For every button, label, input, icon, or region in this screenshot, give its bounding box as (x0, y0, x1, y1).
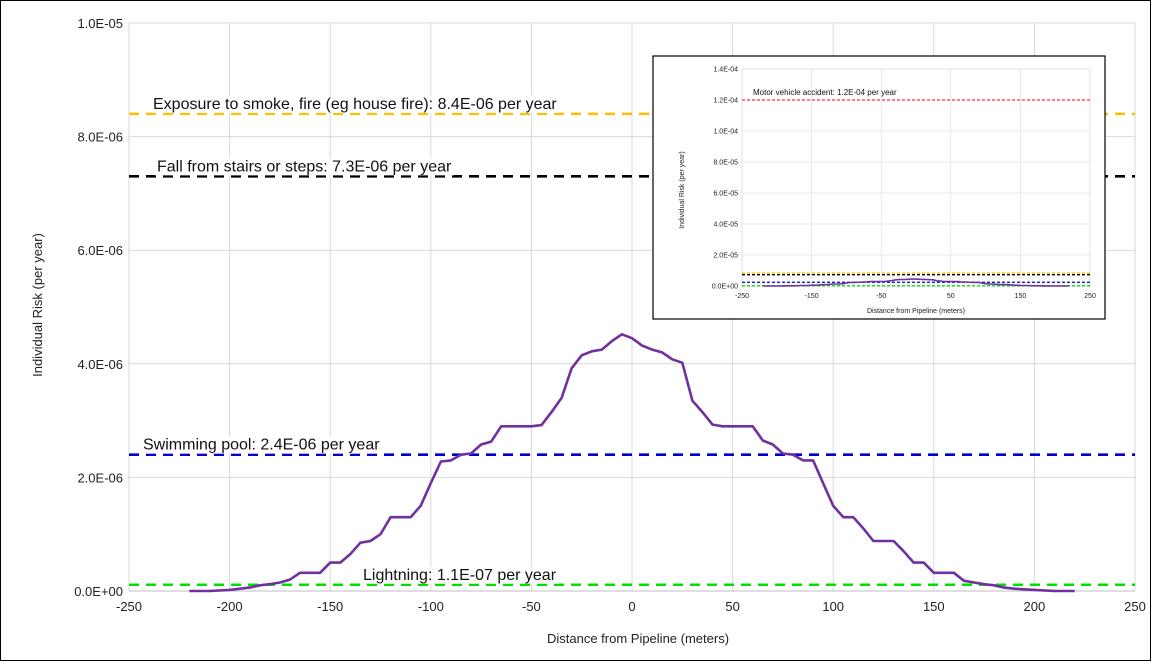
inset-y-tick-label: 1.4E-04 (713, 67, 738, 74)
x-axis-title: Distance from Pipeline (meters) (547, 631, 729, 646)
main-series (189, 332, 1075, 593)
reference-label-bg (361, 566, 559, 584)
x-tick-label: 50 (725, 599, 739, 614)
y-tick-label: 8.0E-06 (77, 130, 123, 145)
inset-x-tick-label: 150 (1015, 293, 1027, 300)
y-tick-label: 2.0E-06 (77, 470, 123, 485)
inset-series (762, 278, 1070, 287)
y-tick-label: 0.0E+00 (74, 584, 123, 599)
main-grid (128, 22, 1136, 592)
reference-line-label: Fall from stairs or steps: 7.3E-06 per y… (157, 158, 452, 175)
inset-x-tick-label: 50 (947, 293, 955, 300)
inset-y-tick-label: 1.0E-04 (713, 129, 738, 136)
reference-line-labels: Exposure to smoke, fire (eg house fire):… (141, 95, 560, 584)
y-axis-title: Individual Risk (per year) (30, 233, 45, 377)
inset-motor-vehicle-label: Motor vehicle accident: 1.2E-04 per year (753, 88, 897, 97)
inset-tick-labels: -250 -150 -50 50 150 250 0.0E+00 2.0E-05 4.0E-05… (712, 67, 1096, 301)
x-tick-label: 0 (628, 599, 635, 614)
inset-chart: -250 -150 -50 50 150 250 0.0E+00 2.0E-05 4.0E-05… (652, 55, 1106, 320)
inset-x-tick-label: -250 (735, 293, 749, 300)
inset-y-tick-label: 1.2E-04 (713, 98, 738, 105)
inset-y-tick-label: 8.0E-05 (713, 160, 738, 167)
inset-x-tick-label: 250 (1084, 293, 1096, 300)
reference-line-label: Lightning: 1.1E-07 per year (363, 567, 557, 584)
x-tick-label: 150 (923, 599, 945, 614)
y-tick-label: 4.0E-06 (77, 357, 123, 372)
inset-risk-series-line (762, 278, 1070, 287)
x-tick-label: -50 (522, 599, 541, 614)
inset-y-tick-label: 0.0E+00 (712, 284, 738, 291)
y-tick-label: 6.0E-06 (77, 243, 123, 258)
x-tick-label: -250 (116, 599, 142, 614)
inset-grid (741, 68, 1091, 287)
inset-y-tick-label: 4.0E-05 (713, 222, 738, 229)
risk-series-line (189, 332, 1075, 593)
x-tick-label: 200 (1024, 599, 1046, 614)
x-tick-label: -100 (418, 599, 444, 614)
x-tick-label: 100 (822, 599, 844, 614)
reference-label-bg (151, 95, 560, 113)
inset-x-tick-label: -50 (876, 293, 886, 300)
inset-x-tick-label: -150 (805, 293, 819, 300)
y-tick-label: 1.0E-05 (77, 16, 123, 31)
inset-y-axis-title: Individual Risk (per year) (679, 151, 686, 228)
inset-x-axis-title: Distance from Pipeline (meters) (867, 308, 965, 315)
inset-y-tick-label: 2.0E-05 (713, 253, 738, 260)
main-tick-labels: -250 -200 -150 -100 -50 0 50 100 150 200 250 0.0E+0… (74, 16, 1146, 614)
x-tick-label: -150 (317, 599, 343, 614)
reference-label-bg (155, 158, 454, 176)
reference-line-label: Swimming pool: 2.4E-06 per year (143, 437, 380, 454)
reference-line-label: Exposure to smoke, fire (eg house fire):… (153, 96, 557, 113)
x-tick-label: -200 (217, 599, 243, 614)
x-tick-label: 250 (1124, 599, 1146, 614)
reference-label-bg (141, 436, 383, 454)
inset-y-tick-label: 6.0E-05 (713, 191, 738, 198)
